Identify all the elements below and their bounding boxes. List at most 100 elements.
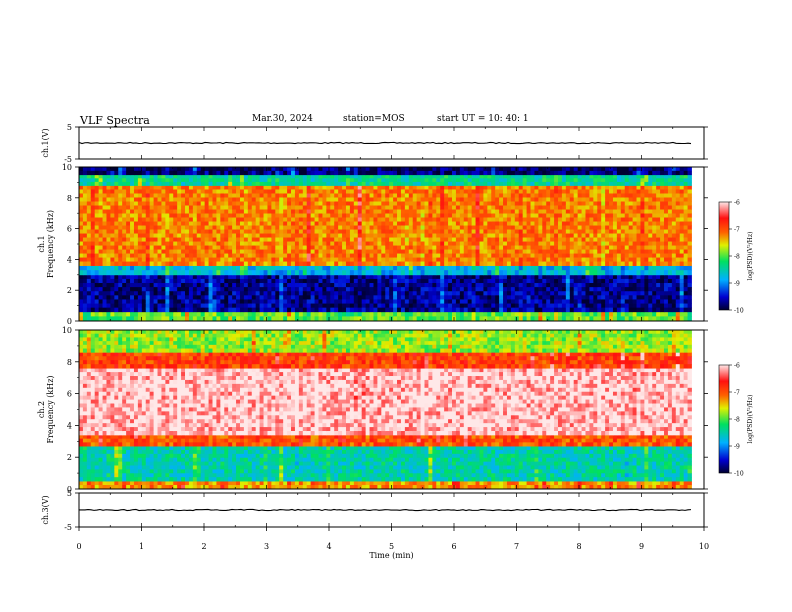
spectrogram-cell	[416, 185, 421, 190]
spectrogram-cell	[459, 233, 465, 238]
spectrogram-cell	[506, 201, 512, 206]
spectrogram-cell	[302, 278, 308, 284]
spectrogram-cell	[314, 233, 319, 238]
spectrogram-cell	[612, 185, 618, 190]
spectrogram-cell	[149, 209, 154, 214]
spectrogram-cell	[204, 311, 209, 317]
spectrogram-cell	[385, 303, 390, 309]
spectrogram-cell	[487, 316, 492, 322]
spectrogram-cell	[640, 261, 645, 266]
spectrogram-cell	[137, 316, 143, 322]
spectrogram-cell	[506, 221, 512, 226]
spectrogram-cell	[506, 287, 512, 292]
spectrogram-cell	[353, 307, 359, 313]
spectrogram-cell	[483, 274, 488, 280]
spectrogram-cell	[177, 197, 182, 202]
spectrogram-cell	[161, 229, 166, 234]
spectrogram-cell	[267, 249, 272, 254]
spectrogram-cell	[597, 209, 602, 214]
spectrogram-cell	[381, 217, 386, 222]
spectrogram-cell	[420, 205, 425, 210]
spectrogram-cell	[188, 201, 194, 206]
spectrogram-cell	[432, 201, 437, 206]
spectrogram-cell	[153, 209, 158, 214]
spectrogram-cell	[149, 311, 154, 317]
spectrogram-cell	[365, 185, 370, 190]
spectrogram-cell	[385, 257, 390, 262]
spectrogram-cell	[444, 291, 449, 296]
spectrogram-cell	[361, 221, 367, 226]
spectrogram-cell	[185, 257, 190, 262]
spectrogram-cell	[345, 229, 351, 234]
spectrogram-cell	[616, 197, 622, 202]
spectrogram-cell	[616, 193, 622, 198]
spectrogram-cell	[200, 283, 206, 288]
spectrogram-cell	[149, 270, 154, 276]
spectrogram-cell	[271, 249, 276, 254]
spectrogram-cell	[79, 316, 84, 322]
spectrogram-cell	[86, 249, 92, 254]
spectrogram-cell	[353, 257, 359, 262]
spectrogram-cell	[322, 221, 327, 226]
spectrogram-cell	[440, 225, 445, 230]
spectrogram-cell	[345, 249, 351, 254]
spectrogram-cell	[416, 213, 421, 218]
spectrogram-cell	[369, 197, 374, 202]
spectrogram-cell	[161, 307, 166, 313]
spectrogram-cell	[212, 303, 217, 309]
spectrogram-cell	[671, 274, 677, 280]
spectrogram-cell	[173, 241, 178, 246]
spectrogram-cell	[561, 261, 567, 266]
spectrogram-cell	[204, 193, 209, 198]
spectrogram-cell	[310, 287, 315, 292]
spectrogram-cell	[114, 291, 119, 296]
spectrogram-cell	[687, 283, 692, 288]
spectrogram-cell	[412, 270, 418, 276]
spectrogram-cell	[542, 217, 547, 222]
spectrogram-cell	[302, 265, 308, 271]
spectrogram-cell	[149, 193, 154, 198]
spectrogram-cell	[192, 241, 198, 246]
spectrogram-cell	[471, 205, 476, 210]
spectrogram-cell	[683, 311, 688, 317]
spectrogram-cell	[491, 253, 496, 258]
spectrogram-cell	[365, 233, 370, 238]
spectrogram-cell	[616, 287, 622, 292]
spectrogram-cell	[381, 225, 386, 230]
spectrogram-cell	[291, 201, 296, 206]
spectrogram-cell	[181, 311, 186, 317]
spectrogram-cell	[322, 274, 327, 280]
spectrogram-cell	[503, 209, 508, 214]
spectrogram-cell	[558, 245, 563, 250]
spectrogram-cell	[448, 307, 453, 313]
spectrogram-cell	[632, 295, 637, 300]
spectrogram-cell	[342, 233, 347, 238]
spectrogram-cell	[322, 233, 327, 238]
spectrogram-cell	[192, 253, 198, 258]
spectrogram-cell	[514, 245, 520, 250]
spectrogram-cell	[609, 295, 614, 300]
spectrogram-cell	[479, 270, 484, 276]
spectrogram-cell	[609, 225, 614, 230]
spectrogram-cell	[220, 213, 225, 218]
spectrogram-cell	[345, 185, 351, 190]
spectrogram-cell	[522, 261, 527, 266]
spectrogram-cell	[648, 270, 653, 276]
spectrogram-cell	[122, 311, 127, 317]
spectrogram-cell	[640, 225, 645, 230]
spectrogram-cell	[569, 274, 575, 280]
spectrogram-cell	[86, 316, 92, 322]
spectrogram-cell	[342, 253, 347, 258]
spectrogram-cell	[475, 295, 480, 300]
spectrogram-cell	[448, 213, 453, 218]
spectrogram-cell	[428, 316, 433, 322]
spectrogram-cell	[196, 241, 202, 246]
spectrogram-cell	[455, 233, 461, 238]
spectrogram-cell	[345, 287, 351, 292]
spectrogram-cell	[400, 265, 406, 271]
spectrogram-cell	[444, 265, 449, 271]
spectrogram-cell	[526, 316, 531, 322]
spectrogram-cell	[361, 209, 367, 214]
spectrogram-cell	[263, 217, 268, 222]
